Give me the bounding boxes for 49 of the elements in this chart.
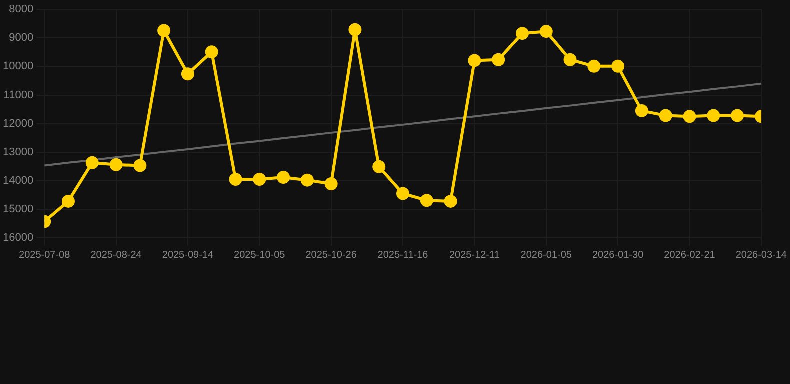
x-tick-label: 2025-08-24 [90, 250, 142, 261]
point [253, 172, 266, 186]
y-tick-label: 15000 [2, 203, 34, 216]
x-tick-label: 2025-12-11 [449, 250, 500, 261]
point [444, 194, 458, 208]
point [707, 109, 720, 122]
point [564, 53, 577, 66]
point [348, 23, 362, 36]
point [134, 159, 147, 172]
y-tick-label: 13000 [2, 146, 34, 158]
y-tick-label: 8000 [9, 4, 34, 16]
point [635, 104, 648, 118]
x-tick-label: 2025-10-26 [306, 250, 358, 261]
point [372, 160, 386, 174]
point [181, 68, 194, 81]
y-tick-label: 10000 [2, 60, 34, 73]
point [540, 25, 553, 38]
y-tick-label: 12000 [2, 118, 34, 130]
point [516, 27, 529, 40]
point [492, 53, 506, 66]
point [420, 194, 434, 208]
x-tick-label: 2025-11-16 [378, 250, 429, 261]
point [86, 156, 99, 170]
point [158, 24, 171, 38]
point [612, 60, 625, 73]
x-tick-label: 2025-07-08 [19, 250, 71, 261]
point [588, 60, 601, 73]
point [731, 109, 744, 122]
x-tick-label: 2025-09-14 [162, 250, 214, 261]
point [300, 174, 314, 187]
point [277, 170, 290, 184]
point [229, 172, 242, 186]
x-tick-label: 2025-10-05 [234, 250, 286, 261]
point [62, 194, 75, 208]
point [205, 46, 218, 59]
x-tick-label: 2026-01-30 [592, 250, 644, 261]
x-tick-label: 2026-01-05 [520, 250, 572, 261]
point [683, 110, 696, 124]
y-tick-label: 11000 [4, 89, 34, 102]
x-tick-label: 2026-03-14 [736, 250, 788, 261]
y-tick-label: 16000 [2, 232, 34, 244]
point [396, 187, 410, 200]
y-tick-label: 9000 [9, 32, 34, 44]
x-tick-label: 2026-02-21 [664, 250, 716, 261]
point [468, 54, 482, 68]
point [659, 109, 672, 122]
y-tick-label: 14000 [2, 174, 34, 187]
point [324, 178, 338, 191]
point [110, 158, 123, 172]
